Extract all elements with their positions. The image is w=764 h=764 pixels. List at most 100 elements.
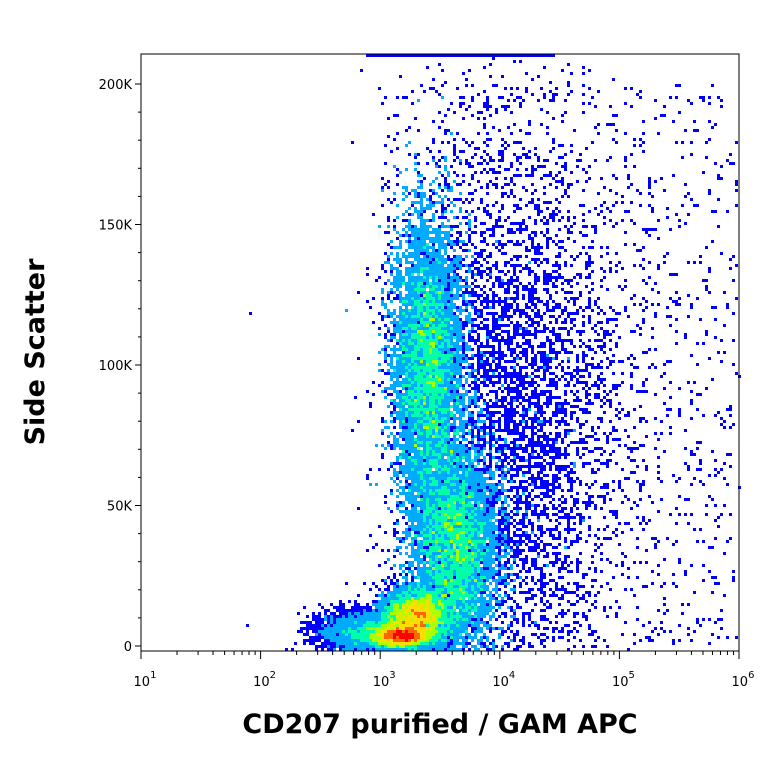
density-cell	[564, 423, 567, 426]
density-cell	[450, 267, 453, 270]
density-cell	[729, 153, 732, 156]
density-cell	[411, 372, 414, 375]
density-cell	[408, 375, 411, 378]
density-cell	[402, 435, 405, 438]
density-cell	[390, 339, 393, 342]
density-cell	[555, 456, 558, 459]
density-cell	[531, 165, 534, 168]
density-cell	[408, 213, 411, 216]
density-cell	[537, 474, 540, 477]
density-cell	[423, 240, 426, 243]
density-cell	[486, 303, 489, 306]
density-cell	[456, 264, 459, 267]
density-cell	[417, 240, 420, 243]
density-cell	[435, 327, 438, 330]
density-cell	[609, 189, 612, 192]
density-cell	[498, 456, 501, 459]
density-cell	[531, 360, 534, 363]
density-cell	[429, 456, 432, 459]
density-cell	[441, 207, 444, 210]
density-cell	[678, 414, 681, 417]
density-cell	[495, 111, 498, 114]
density-cell	[471, 318, 474, 321]
density-cell	[438, 150, 441, 153]
density-cell	[657, 438, 660, 441]
density-cell	[444, 249, 447, 252]
density-cell	[612, 318, 615, 321]
density-cell	[528, 408, 531, 411]
density-cell	[414, 315, 417, 318]
density-cell	[492, 324, 495, 327]
density-cell	[414, 318, 417, 321]
density-cell	[546, 354, 549, 357]
density-cell	[411, 264, 414, 267]
density-cell	[435, 300, 438, 303]
density-cell	[429, 459, 432, 462]
density-cell	[603, 351, 606, 354]
density-cell	[483, 444, 486, 447]
density-cell	[444, 459, 447, 462]
density-cell	[495, 390, 498, 393]
density-cell	[525, 354, 528, 357]
density-cell	[693, 120, 696, 123]
density-cell	[402, 447, 405, 450]
density-cell	[357, 420, 360, 423]
density-cell	[471, 411, 474, 414]
density-cell	[450, 339, 453, 342]
density-cell	[528, 237, 531, 240]
density-cell	[483, 351, 486, 354]
density-cell	[441, 264, 444, 267]
density-cell	[597, 396, 600, 399]
density-cell	[585, 393, 588, 396]
density-cell	[444, 156, 447, 159]
density-cell	[474, 219, 477, 222]
density-cell	[642, 459, 645, 462]
density-cell	[546, 309, 549, 312]
density-cell	[555, 438, 558, 441]
density-cell	[393, 54, 396, 57]
density-cell	[492, 231, 495, 234]
density-cell	[357, 357, 360, 360]
density-cell	[525, 90, 528, 93]
density-cell	[381, 453, 384, 456]
density-cell	[423, 279, 426, 282]
density-cell	[408, 222, 411, 225]
density-cell	[537, 297, 540, 300]
density-cell	[471, 477, 474, 480]
density-cell	[597, 393, 600, 396]
density-cell	[681, 141, 684, 144]
density-cell	[447, 372, 450, 375]
density-cell	[570, 297, 573, 300]
density-cell	[546, 399, 549, 402]
density-cell	[417, 333, 420, 336]
density-cell	[561, 216, 564, 219]
density-cell	[516, 306, 519, 309]
density-cell	[681, 204, 684, 207]
density-cell	[429, 468, 432, 471]
density-cell	[408, 234, 411, 237]
density-cell	[558, 306, 561, 309]
density-cell	[411, 201, 414, 204]
density-cell	[519, 438, 522, 441]
density-cell	[390, 375, 393, 378]
density-cell	[405, 240, 408, 243]
density-cell	[438, 267, 441, 270]
density-cell	[381, 177, 384, 180]
density-cell	[507, 345, 510, 348]
density-cell	[432, 216, 435, 219]
density-cell	[459, 288, 462, 291]
density-cell	[390, 360, 393, 363]
density-cell	[450, 276, 453, 279]
density-cell	[453, 375, 456, 378]
density-cell	[456, 243, 459, 246]
density-cell	[480, 276, 483, 279]
density-cell	[582, 354, 585, 357]
density-cell	[510, 360, 513, 363]
density-cell	[438, 126, 441, 129]
density-cell	[456, 378, 459, 381]
density-cell	[429, 423, 432, 426]
density-cell	[474, 471, 477, 474]
density-cell	[459, 456, 462, 459]
density-cell	[447, 414, 450, 417]
density-cell	[525, 339, 528, 342]
